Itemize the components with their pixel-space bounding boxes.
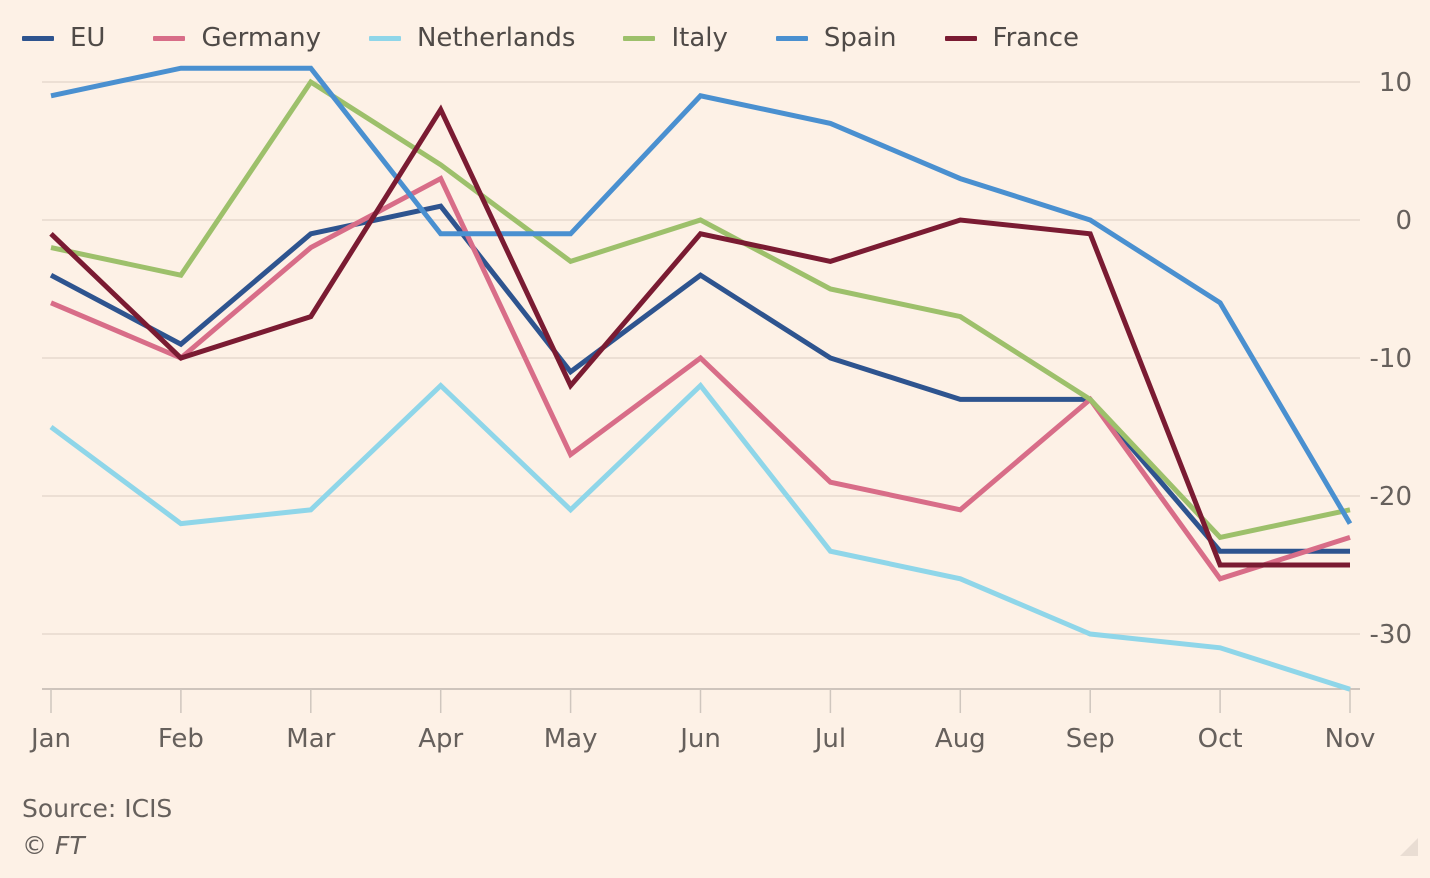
y-tick-label: -20 [1370, 482, 1412, 512]
y-tick-label: -30 [1370, 620, 1412, 650]
legend-label: France [992, 23, 1080, 53]
legend-swatch [153, 35, 186, 41]
x-tick-label: May [544, 724, 598, 754]
legend-item-italy: Italy [623, 23, 728, 53]
legend-swatch [944, 35, 977, 41]
y-tick-label: 0 [1395, 206, 1412, 236]
series-line-france [49, 104, 1350, 568]
x-axis [42, 688, 1360, 713]
source-note: Source: ICIS [22, 794, 173, 823]
y-tick-label: -10 [1370, 344, 1412, 374]
legend-label: Spain [823, 23, 897, 53]
legend-item-eu: EU [22, 23, 105, 53]
legend-swatch [775, 35, 808, 41]
x-tick-label: Mar [286, 724, 335, 754]
legend-label: Netherlands [416, 23, 576, 53]
legend-item-france: France [944, 23, 1080, 53]
series-line-eu [49, 203, 1350, 554]
series-line-germany [50, 175, 1351, 582]
x-tick-label: Feb [158, 724, 204, 754]
series-lines [49, 65, 1353, 692]
legend-swatch [368, 35, 401, 41]
legend-item-spain: Spain [775, 23, 897, 53]
legend: EU Germany Netherlands Italy Spain France [22, 18, 1127, 58]
x-tick-label: Apr [418, 724, 463, 754]
x-tick-label: Jan [29, 724, 71, 754]
legend-swatch [22, 35, 54, 41]
x-tick-label: Jun [678, 724, 721, 754]
copyright-note: © FT [22, 831, 85, 860]
legend-label: EU [70, 23, 106, 53]
series-line-italy [50, 78, 1351, 541]
series-line-spain [50, 65, 1353, 525]
legend-item-netherlands: Netherlands [368, 23, 576, 53]
x-tick-label: Nov [1325, 724, 1376, 754]
y-tick-label: 10 [1379, 68, 1412, 98]
legend-label: Italy [671, 23, 728, 53]
x-tick-label: Oct [1198, 724, 1243, 754]
footer: Source: ICIS © FT [22, 794, 172, 860]
x-axis-labels: Jan Feb Mar Apr May Jun Jul Aug Sep Oct Nov [29, 724, 1375, 754]
resize-corner-icon [1400, 838, 1418, 856]
legend-label: Germany [201, 23, 321, 53]
series-line-netherlands [49, 381, 1351, 692]
x-tick-label: Aug [935, 724, 986, 754]
legend-swatch [623, 35, 656, 41]
x-tick-label: Jul [813, 724, 846, 754]
y-axis-labels: 10 0 -10 -20 -30 [1370, 68, 1412, 650]
legend-item-germany: Germany [153, 23, 321, 53]
x-tick-label: Sep [1066, 724, 1115, 754]
